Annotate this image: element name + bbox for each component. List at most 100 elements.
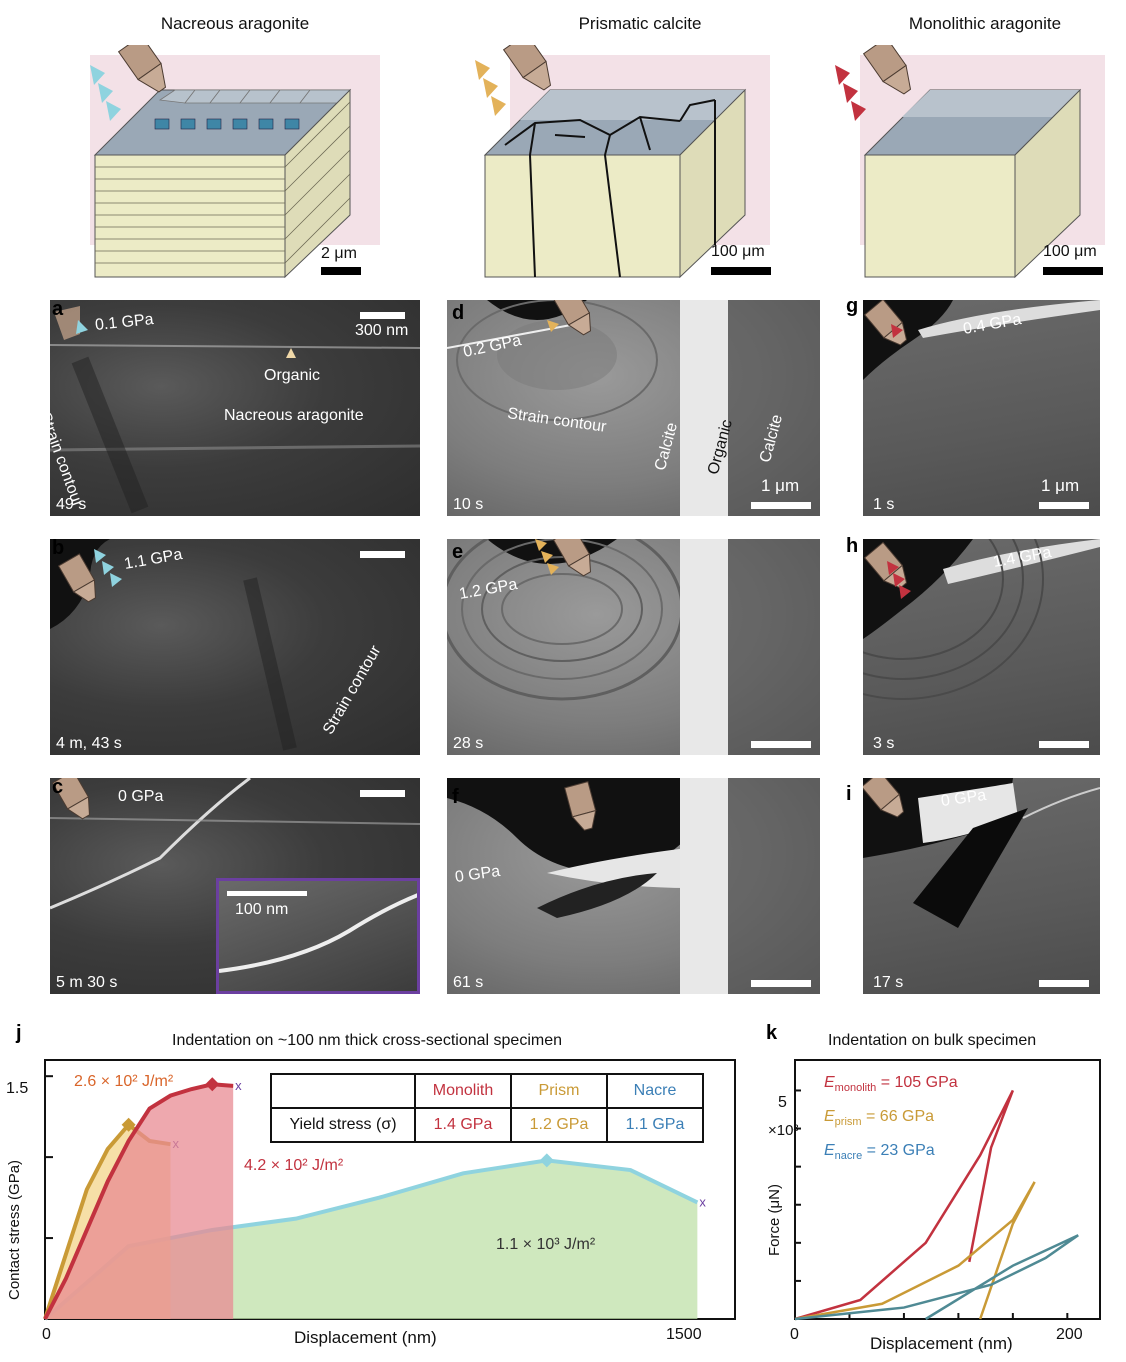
chart-k-title: Indentation on bulk specimen [828,1032,1037,1049]
energy-nacre: 1.1 × 10³ J/m² [496,1236,596,1253]
scale-d: 1 μm [761,476,800,495]
legend-prism-value: = 66 GPa [861,1108,935,1125]
scalebar-g [1039,502,1089,509]
table-col-prism: Prism [510,1073,608,1109]
scalebar-f [751,980,811,987]
title-nacre: Nacreous aragonite [160,14,310,33]
scalebar-inset [227,891,307,896]
panel-b: 1.1 GPa Strain contour 4 m, 43 s [50,539,420,755]
scale-inset: 100 nm [235,901,289,918]
legend-nacre-prefix: E [824,1142,835,1159]
panel-a: 300 nm 0.1 GPa Organic Nacreous aragonit… [50,300,420,516]
scalebar-c [360,790,405,797]
chart-k-xtick-200: 200 [1056,1326,1083,1343]
chart-k-frame [794,1059,1101,1320]
time-b: 4 m, 43 s [56,735,122,752]
panel-e: 1.2 GPa 28 s [447,539,820,755]
panel-d: 0.2 GPa Strain contour Calcite Organic C… [447,300,820,516]
label-a: a [52,298,64,320]
legend-nacre: Enacre = 23 GPa [824,1142,935,1162]
label-h: h [846,535,859,557]
chart-j: xxx [43,1059,736,1321]
time-e: 28 s [453,735,484,752]
schematic-prism [475,45,770,279]
time-g: 1 s [873,496,895,513]
time-h: 3 s [873,735,895,752]
chart-k-ytick: 5 [778,1094,787,1111]
yield-marker-nacre [539,1153,554,1168]
yield-marker-monolith [205,1077,220,1092]
title-prism: Prismatic calcite [578,14,702,33]
panel-f: 0 GPa 61 s [447,778,820,994]
scalebar-e [751,741,811,748]
curve-k-1 [794,1181,1036,1321]
scale-g: 1 μm [1041,476,1080,495]
label-b: b [52,537,65,559]
time-d: 10 s [453,496,484,513]
title-monolith: Monolithic aragonite [908,14,1062,33]
legend-prism-sub: prism [834,1116,862,1129]
yield-stress-table: Monolith Prism Nacre Yield stress (σ) 1.… [270,1073,704,1143]
curve-monolith [43,1082,234,1320]
legend-monolith: Emonolith = 105 GPa [824,1074,958,1094]
chart-j-ytick: 1.5 [6,1080,29,1097]
scalebar-nacre [321,267,361,275]
table-col-nacre: Nacre [606,1073,704,1109]
legend-prism-prefix: E [824,1108,835,1125]
legend-monolith-sub: monolith [834,1082,877,1095]
label-g: g [846,295,859,317]
table-col-monolith: Monolith [414,1073,512,1109]
chart-j-xlabel: Displacement (nm) [294,1328,437,1347]
yield-marker-prism [121,1117,136,1132]
scalebar-d [751,502,811,509]
area-monolith [45,1084,234,1319]
time-c: 5 m 30 s [56,974,118,991]
scale-monolith: 100 μm [1043,243,1097,260]
label-i: i [846,783,852,805]
schematic-nacre [90,45,380,279]
text-organic: Organic [264,367,321,384]
table-val-prism: 1.2 GPa [510,1107,608,1143]
scalebar-prism [711,267,771,275]
scalebar-i [1039,980,1089,987]
chart-j-xtick-1500: 1500 [666,1326,702,1343]
panel-i: 0 GPa 17 s [863,778,1100,994]
chart-j-ylabel: Contact stress (GPa) [6,1159,23,1300]
chart-j-xtick-0: 0 [42,1326,51,1343]
label-e: e [452,541,464,563]
label-k: k [766,1022,778,1044]
curve-k-0 [794,1089,1015,1321]
label-d: d [452,302,465,324]
chart-k-xlabel: Displacement (nm) [870,1334,1013,1353]
scale-a: 300 nm [355,322,409,339]
label-f: f [452,786,459,808]
schematic-monolith [835,45,1105,279]
time-i: 17 s [873,974,904,991]
panel-h: 1.4 GPa 3 s [863,539,1100,755]
chart-k-xtick-0: 0 [790,1326,799,1343]
legend-monolith-value: = 105 GPa [876,1074,958,1091]
legend-prism: Eprism = 66 GPa [824,1108,934,1128]
time-f: 61 s [453,974,484,991]
energy-prism: 2.6 × 10² J/m² [74,1073,174,1090]
stress-c: 0 GPa [118,788,164,805]
scalebar-b [360,551,405,558]
table-corner [270,1073,416,1109]
table-row-header: Yield stress (σ) [270,1107,416,1143]
label-c: c [52,776,64,798]
panel-c: 0 GPa 5 m 30 s 100 nm [50,778,420,994]
chart-j-title: Indentation on ~100 nm thick cross-secti… [172,1032,562,1049]
time-a: 49 s [56,496,87,513]
legend-monolith-prefix: E [824,1074,835,1091]
chart-k [794,1059,1101,1321]
curve-k-2 [794,1234,1079,1321]
chart-k-ylabel: Force (μN) [766,1184,783,1256]
text-nacreous-aragonite: Nacreous aragonite [224,407,364,424]
scale-prism: 100 μm [711,243,765,260]
chart-k-yexp: ×10³ [768,1122,799,1139]
scalebar-monolith [1043,267,1103,275]
legend-nacre-value: = 23 GPa [862,1142,935,1159]
panel-g: 0.4 GPa 1 μm 1 s [863,300,1100,516]
table-val-monolith: 1.4 GPa [414,1107,512,1143]
failure-mark-monolith: x [235,1078,242,1093]
